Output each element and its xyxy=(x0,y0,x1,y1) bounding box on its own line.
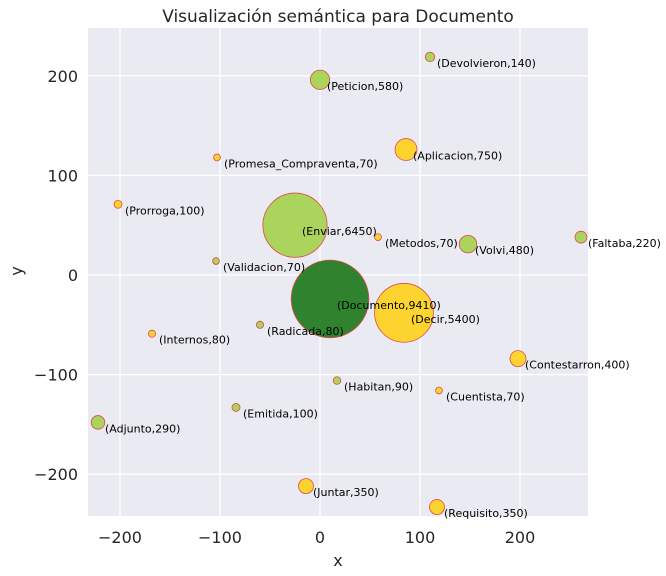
label-adjunto: (Adjunto,290) xyxy=(105,422,180,435)
label-validacion: (Validacion,70) xyxy=(223,261,305,274)
label-requisito: (Requisito,350) xyxy=(444,507,528,520)
point-requisito xyxy=(429,499,445,515)
point-metodos xyxy=(374,233,382,241)
x-tick-label: 0 xyxy=(315,528,325,547)
point-devolvieron xyxy=(424,51,436,63)
point-contestarron xyxy=(509,350,527,368)
label-prorroga: (Prorroga,100) xyxy=(125,204,205,217)
point-validacion xyxy=(212,257,220,265)
tick-labels: −200 −100 0 100 200 −200 −100 0 100 200 xyxy=(34,67,535,547)
label-faltaba: (Faltaba,220) xyxy=(588,237,661,250)
point-promesa-compraventa xyxy=(213,153,221,162)
y-tick-label: 200 xyxy=(47,67,78,86)
point-emitida xyxy=(231,403,241,412)
x-tick-label: 100 xyxy=(405,528,436,547)
label-juntar: (Juntar,350) xyxy=(313,486,379,499)
label-metodos: (Metodos,70) xyxy=(385,237,458,250)
point-peticion xyxy=(309,69,331,90)
label-promesa-compraventa: (Promesa_Compraventa,70) xyxy=(224,157,378,170)
x-tick-label: −100 xyxy=(198,528,242,547)
label-contestarron: (Contestarron,400) xyxy=(525,359,630,372)
x-axis-label: x xyxy=(333,551,342,570)
x-tick-label: −200 xyxy=(98,528,142,547)
label-emitida: (Emitida,100) xyxy=(243,407,318,420)
label-radicada: (Radicada,80) xyxy=(267,325,344,338)
point-cuentista xyxy=(435,386,443,395)
point-juntar xyxy=(298,478,314,495)
data-points xyxy=(90,51,588,515)
label-cuentista: (Cuentista,70) xyxy=(446,391,525,404)
point-prorroga xyxy=(113,199,123,209)
chart-title: Visualización semántica para Documento xyxy=(162,7,514,27)
point-aplicacion xyxy=(394,138,418,161)
label-aplicacion: (Aplicacion,750) xyxy=(413,150,502,163)
point-decir xyxy=(374,283,434,343)
label-documento: (Documento,9410) xyxy=(337,299,441,312)
point-radicada xyxy=(256,320,264,329)
point-faltaba xyxy=(574,230,588,244)
point-adjunto xyxy=(90,415,106,430)
label-peticion: (Peticion,580) xyxy=(327,80,403,93)
point-documento xyxy=(290,259,370,339)
label-enviar: (Enviar,6450) xyxy=(302,225,377,238)
label-habitan: (Habitan,90) xyxy=(344,381,413,394)
y-tick-label: −100 xyxy=(34,366,78,385)
label-internos: (Internos,80) xyxy=(159,334,230,347)
point-internos xyxy=(148,329,156,338)
y-tick-label: −200 xyxy=(34,465,78,484)
y-tick-label: 0 xyxy=(68,266,78,285)
point-habitan xyxy=(332,376,342,385)
y-tick-label: 100 xyxy=(47,166,78,185)
label-devolvieron: (Devolvieron,140) xyxy=(437,57,536,70)
y-axis-label: y xyxy=(7,266,26,275)
point-volvi xyxy=(458,234,478,254)
point-labels: (Devolvieron,140) (Peticion,580) (Aplicaci… xyxy=(105,57,661,520)
x-tick-label: 200 xyxy=(505,528,536,547)
label-decir: (Decir,5400) xyxy=(411,313,480,326)
label-volvi: (Volvi,480) xyxy=(475,244,534,257)
point-enviar xyxy=(262,192,328,258)
